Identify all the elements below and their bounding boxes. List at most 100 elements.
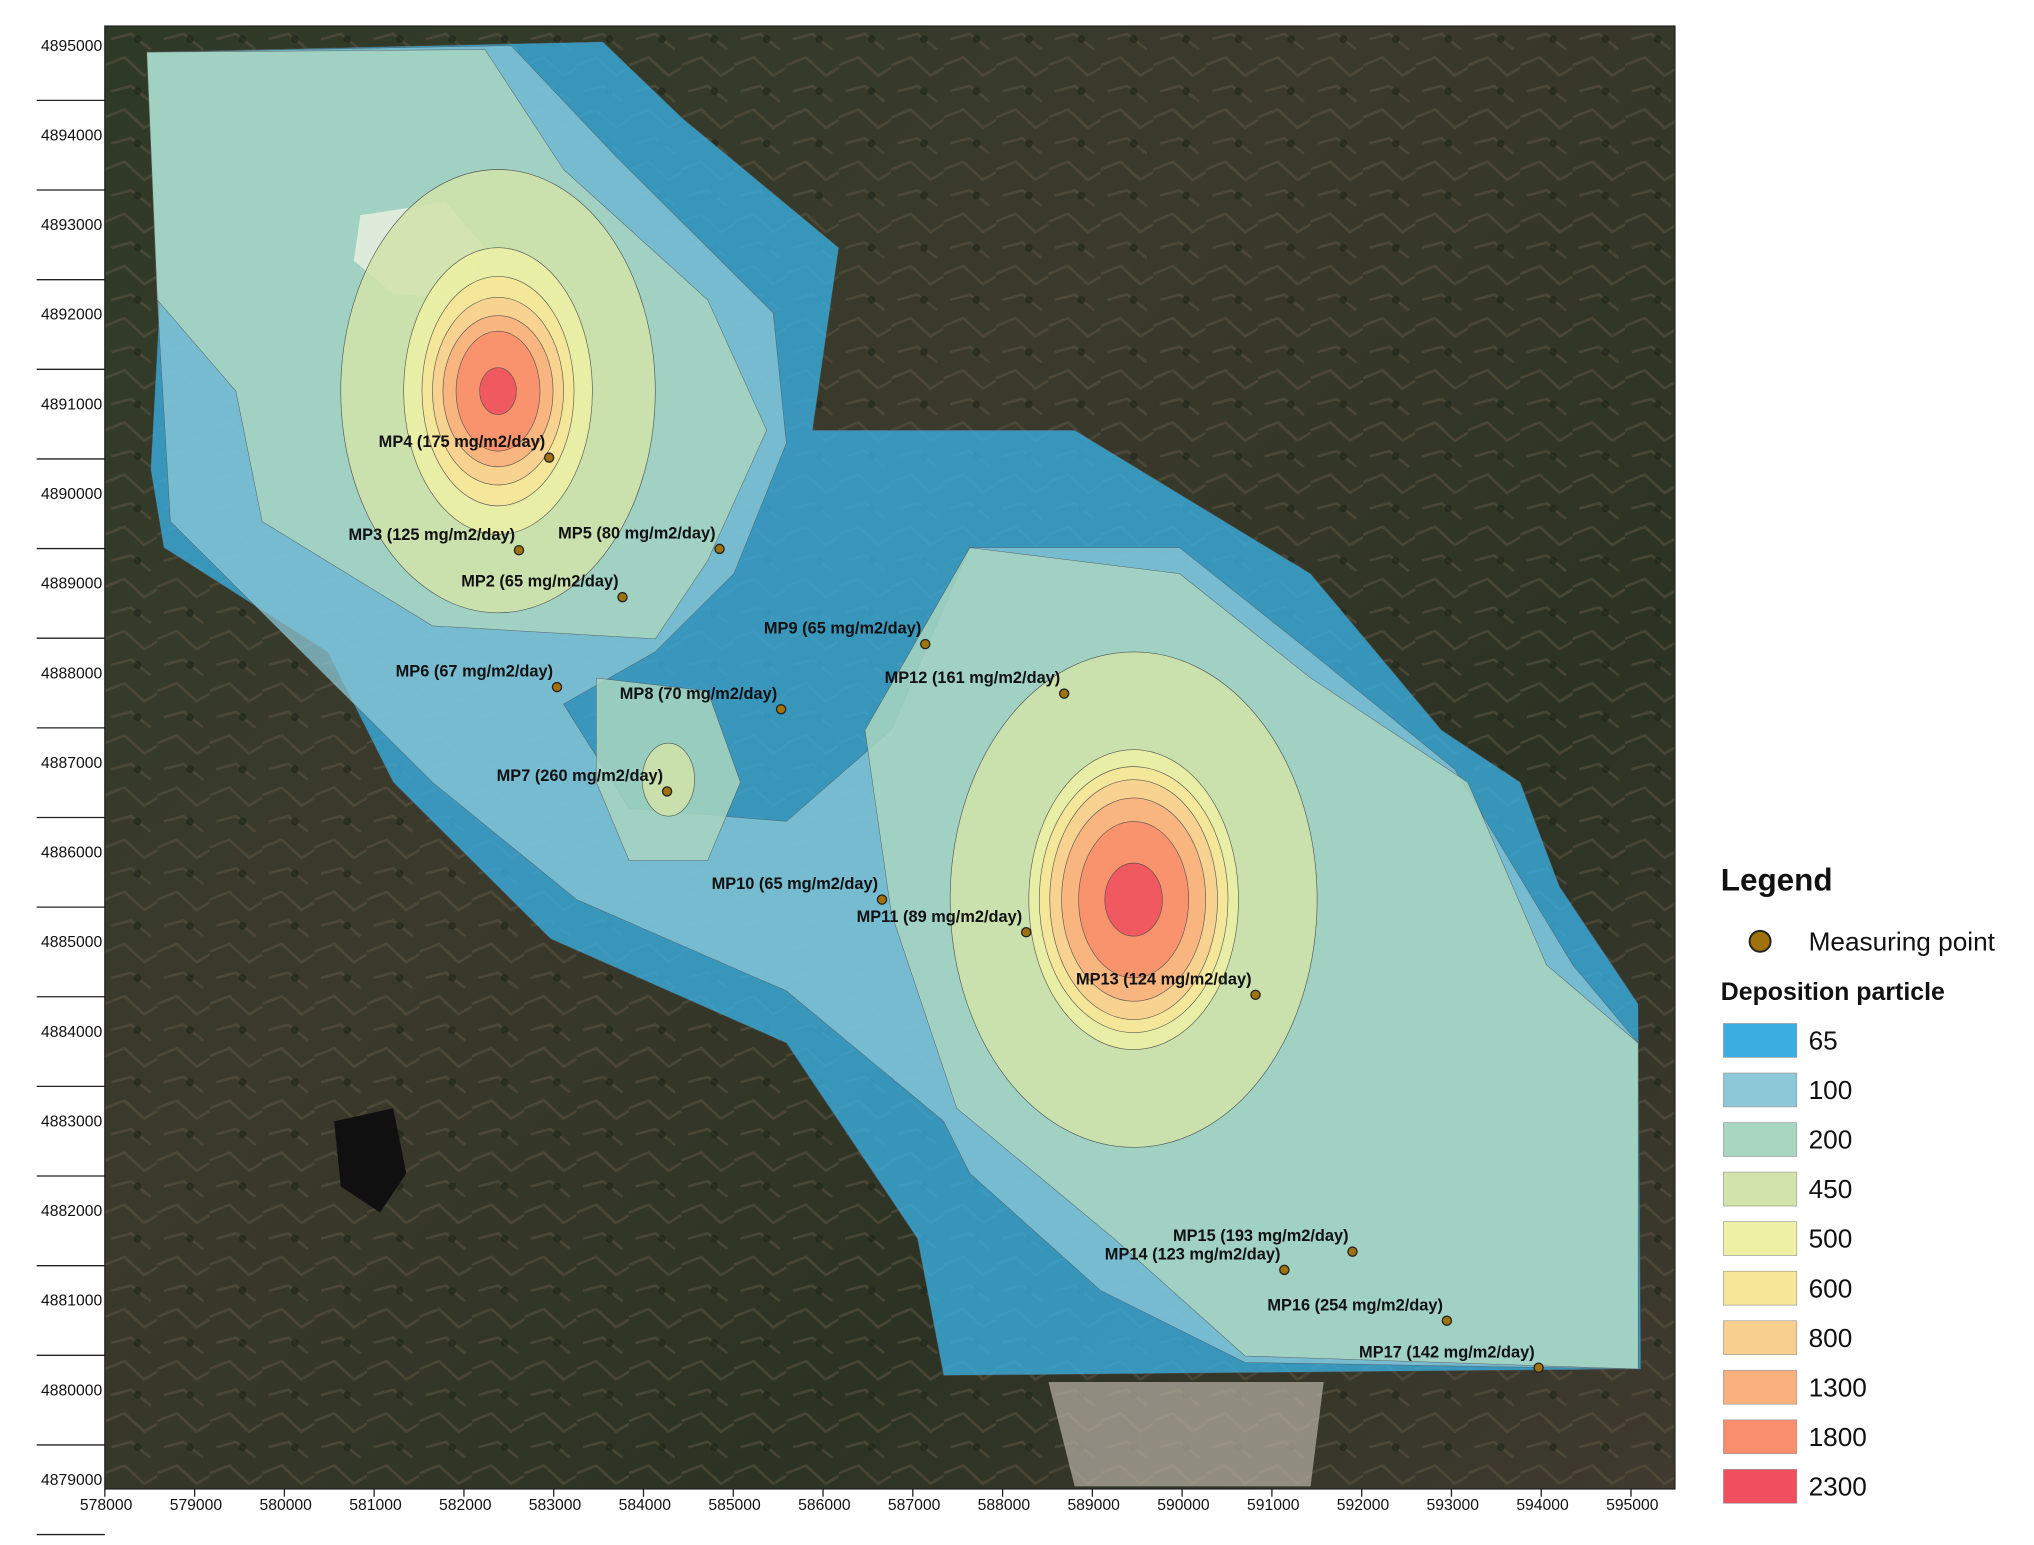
measuring-point	[617, 591, 628, 603]
measuring-point-label: MP7 (260 mg/m2/day)	[497, 767, 664, 785]
measuring-point-label: MP2 (65 mg/m2/day)	[461, 573, 618, 591]
legend-swatch	[1723, 1221, 1798, 1256]
measuring-point	[775, 704, 787, 715]
x-tick-label: 581000	[349, 1497, 402, 1514]
measuring-point-label: MP8 (70 mg/m2/day)	[620, 685, 777, 703]
measuring-point-label: MP4 (175 mg/m2/day)	[379, 433, 546, 451]
measuring-point	[1533, 1362, 1544, 1373]
y-tick-label: 4893000	[41, 217, 102, 234]
legend-swatch	[1723, 1469, 1798, 1504]
legend-swatch	[1723, 1122, 1798, 1157]
x-tick-label: 589000	[1067, 1497, 1120, 1514]
x-tick-label: 582000	[439, 1497, 492, 1514]
axes: 578000 579000 580000 581000 582000 583000 5840…	[36, 38, 1659, 1536]
contour-area	[1104, 862, 1163, 937]
y-tick-label: 4888000	[41, 665, 102, 682]
contour-area	[641, 742, 695, 817]
legend-swatch	[1723, 1270, 1798, 1306]
measuring-point	[1058, 688, 1070, 699]
y-tick-label: 4886000	[41, 845, 102, 862]
measuring-point	[1279, 1264, 1290, 1276]
contour-area	[479, 367, 517, 415]
legend-class-label: 1300	[1809, 1372, 1867, 1402]
x-tick-label: 587000	[888, 1497, 941, 1514]
legend-point-symbol	[1748, 929, 1772, 953]
measuring-point-label: MP6 (67 mg/m2/day)	[396, 663, 553, 681]
measuring-point	[1347, 1246, 1358, 1257]
legend: Legend Measuring point Deposition partic…	[1721, 863, 1996, 1504]
x-tick-label: 593000	[1427, 1497, 1480, 1514]
x-tick-label: 583000	[529, 1497, 582, 1514]
y-tick-label: 4889000	[41, 576, 102, 593]
deposition-contours	[146, 41, 1642, 1376]
x-tick-label: 588000	[978, 1497, 1031, 1514]
y-tick-label: 4884000	[41, 1024, 102, 1041]
legend-swatch	[1723, 1023, 1798, 1058]
x-tick-label: 592000	[1337, 1497, 1390, 1514]
y-tick-label: 4882000	[41, 1203, 102, 1220]
legend-class-label: 600	[1809, 1273, 1853, 1303]
y-tick-label: 4880000	[41, 1382, 102, 1399]
x-tick-label: 578000	[80, 1497, 133, 1514]
legend-point-label: Measuring point	[1809, 927, 1996, 957]
legend-swatch	[1723, 1369, 1798, 1405]
measuring-point	[543, 452, 555, 463]
x-tick-label: 584000	[619, 1497, 672, 1514]
legend-swatch	[1723, 1320, 1798, 1355]
legend-class-label: 2300	[1809, 1472, 1867, 1502]
legend-class-label: 65	[1809, 1026, 1838, 1056]
legend-swatch	[1723, 1171, 1798, 1207]
y-tick-label: 4892000	[41, 307, 102, 324]
measuring-point	[661, 786, 673, 797]
legend-class-label: 450	[1809, 1174, 1853, 1204]
measuring-point	[1020, 927, 1032, 938]
legend-class-label: 1800	[1809, 1422, 1867, 1452]
legend-swatch	[1723, 1419, 1798, 1455]
measuring-point-label: MP11 (89 mg/m2/day)	[857, 908, 1023, 926]
y-tick-label: 4883000	[41, 1114, 102, 1131]
measuring-point	[513, 544, 525, 556]
y-tick-label: 4887000	[41, 755, 102, 772]
legend-class-label: 200	[1809, 1125, 1853, 1155]
y-tick-label: 4879000	[41, 1472, 102, 1489]
measuring-point-label: MP14 (123 mg/m2/day)	[1105, 1246, 1281, 1264]
legend-class-label: 100	[1809, 1075, 1853, 1105]
legend-class-label: 500	[1809, 1224, 1853, 1254]
y-tick-label: 4890000	[41, 486, 102, 503]
measuring-point-label: MP15 (193 mg/m2/day)	[1173, 1227, 1349, 1245]
measuring-point	[714, 543, 725, 555]
measuring-point-label: MP16 (254 mg/m2/day)	[1267, 1296, 1443, 1314]
x-tick-label: 594000	[1516, 1497, 1569, 1514]
y-tick-label: 4885000	[41, 934, 102, 951]
x-tick-label: 585000	[708, 1497, 761, 1514]
measuring-point-label: MP3 (125 mg/m2/day)	[349, 526, 516, 544]
legend-class-label: 800	[1809, 1323, 1853, 1353]
legend-subtitle: Deposition particle	[1721, 979, 1945, 1006]
x-tick-label: 580000	[259, 1497, 312, 1514]
map-frame	[104, 25, 1676, 1490]
measuring-point-label: MP5 (80 mg/m2/day)	[558, 525, 715, 543]
measuring-point	[1250, 989, 1261, 1001]
measuring-point-label: MP9 (65 mg/m2/day)	[764, 620, 921, 638]
measuring-point	[551, 681, 563, 693]
y-tick-label: 4895000	[41, 38, 102, 55]
measuring-point	[920, 638, 931, 650]
measuring-point-label: MP17 (142 mg/m2/day)	[1359, 1343, 1535, 1361]
measuring-point-label: MP10 (65 mg/m2/day)	[712, 875, 879, 893]
y-tick-label: 4894000	[41, 128, 102, 145]
measuring-point	[1441, 1315, 1453, 1326]
x-tick-label: 595000	[1606, 1497, 1659, 1514]
y-tick-label: 4881000	[41, 1293, 102, 1310]
measuring-point-label: MP13 (124 mg/m2/day)	[1076, 970, 1252, 988]
measuring-point	[876, 894, 888, 905]
x-tick-label: 590000	[1157, 1497, 1210, 1514]
legend-title: Legend	[1721, 863, 1833, 898]
x-tick-label: 586000	[798, 1497, 851, 1514]
y-tick-label: 4891000	[41, 396, 102, 413]
x-tick-label: 579000	[170, 1497, 223, 1514]
x-tick-label: 591000	[1247, 1497, 1300, 1514]
measuring-point-label: MP12 (161 mg/m2/day)	[885, 669, 1061, 687]
legend-swatch	[1723, 1072, 1798, 1108]
